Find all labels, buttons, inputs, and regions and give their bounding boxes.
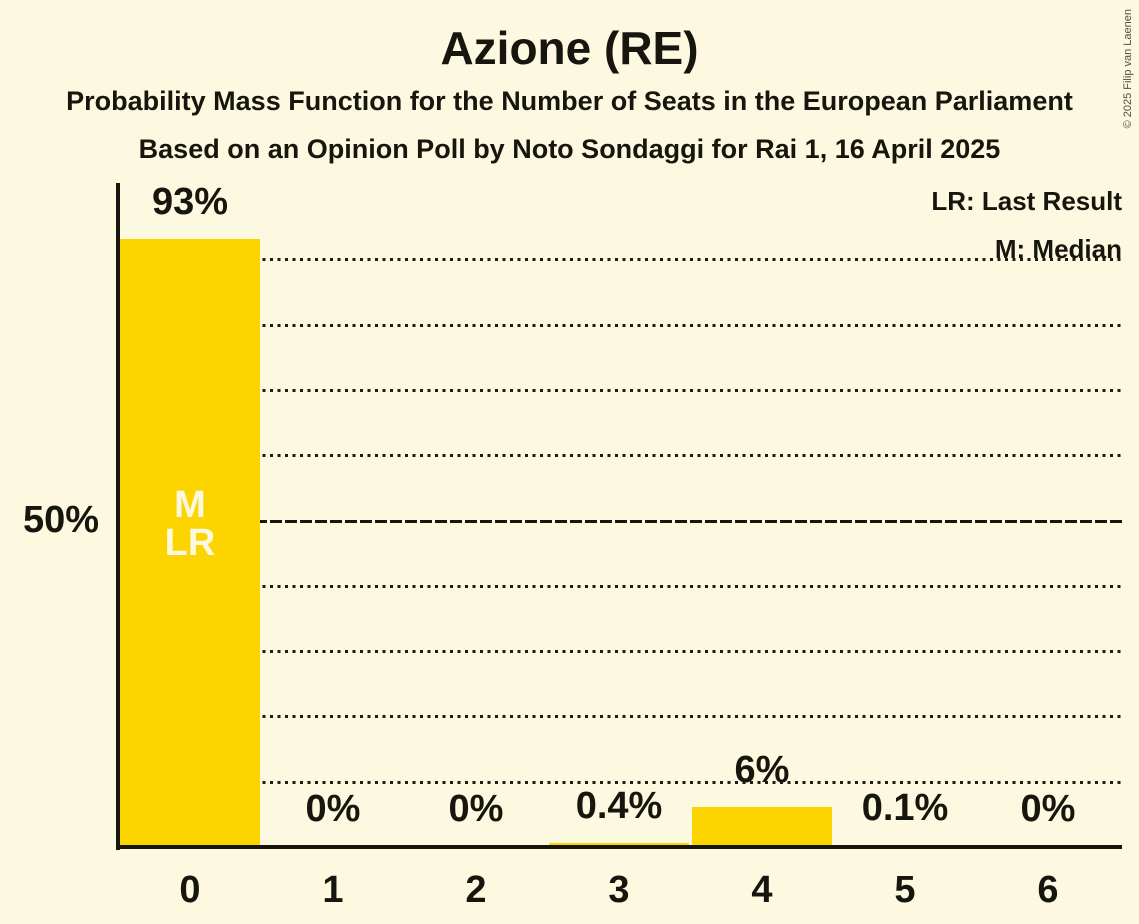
x-tick-label-6: 6 (1037, 869, 1059, 911)
x-axis-line (116, 845, 1122, 849)
gridline-20-percent (120, 715, 1122, 718)
value-label-seat-6: 0% (1020, 788, 1076, 830)
gridline-80-percent (120, 324, 1122, 327)
copyright-notice: © 2025 Filip van Laenen (1121, 6, 1135, 128)
x-tick-label-3: 3 (608, 869, 630, 911)
value-label-seat-3: 0.4% (575, 785, 663, 827)
median-last-result-marker: M LR (164, 484, 216, 564)
value-label-seat-0: 93% (151, 181, 229, 223)
gridline-60-percent (120, 454, 1122, 457)
x-tick-label-2: 2 (465, 869, 487, 911)
x-tick-label-1: 1 (322, 869, 344, 911)
gridline-90-percent (120, 258, 1122, 261)
bar-seat-4 (692, 807, 832, 846)
gridline-10-percent (120, 781, 1122, 784)
x-tick-label-5: 5 (894, 869, 916, 911)
bar-seat-0 (120, 239, 260, 846)
value-label-seat-2: 0% (448, 788, 504, 830)
value-label-seat-5: 0.1% (861, 787, 949, 829)
x-tick-label-0: 0 (179, 869, 201, 911)
chart-subtitle-line1: Probability Mass Function for the Number… (66, 86, 1073, 116)
chart-title: Azione (RE) (440, 22, 699, 74)
legend-last-result: LR: Last Result (931, 186, 1122, 216)
gridline-30-percent (120, 650, 1122, 653)
y-axis-line (116, 183, 120, 850)
bar-seat-3 (549, 843, 689, 846)
x-tick-label-4: 4 (751, 869, 773, 911)
copyright-text: © 2025 Filip van Laenen (1122, 9, 1134, 129)
value-label-seat-1: 0% (305, 788, 361, 830)
gridline-70-percent (120, 389, 1122, 392)
y-axis-50-percent-label: 50% (22, 499, 99, 541)
legend-median: M: Median (994, 234, 1122, 264)
chart-subtitle-line2: Based on an Opinion Poll by Noto Sondagg… (138, 134, 1001, 164)
gridline-40-percent (120, 585, 1122, 588)
gridline-50-percent (120, 520, 1122, 523)
value-label-seat-4: 6% (734, 749, 790, 791)
